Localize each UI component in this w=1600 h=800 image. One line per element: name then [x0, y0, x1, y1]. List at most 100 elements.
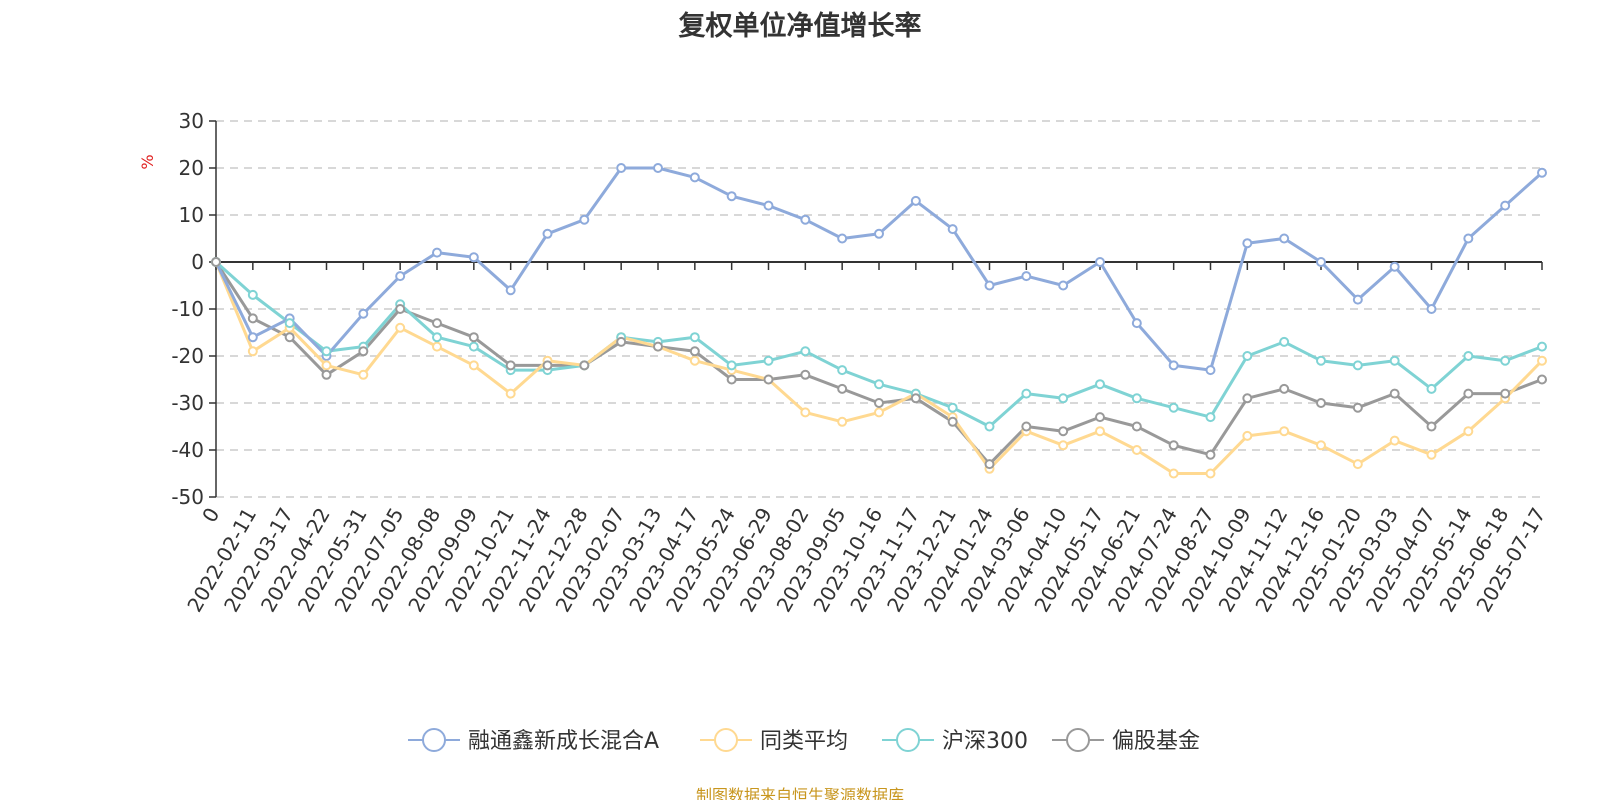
data-point: [837, 383, 848, 394]
data-point: [247, 313, 258, 324]
data-point: [1095, 257, 1105, 267]
data-point: [1279, 233, 1290, 244]
data-point: [1168, 360, 1179, 371]
data-point: [1205, 365, 1216, 376]
data-point: [1131, 393, 1142, 404]
data-point: [1537, 355, 1547, 366]
data-point: [1389, 388, 1400, 399]
data-point: [1279, 426, 1290, 437]
legend-item[interactable]: 融通鑫新成长混合A: [408, 728, 659, 754]
data-point: [1426, 421, 1437, 432]
data-point: [689, 355, 700, 366]
data-point: [1095, 412, 1105, 423]
data-point: [1389, 261, 1400, 272]
data-point: [505, 360, 516, 371]
data-point: [616, 336, 627, 347]
data-point: [1537, 341, 1547, 352]
data-point: [1242, 393, 1253, 404]
data-point: [1389, 355, 1400, 366]
data-point: [247, 332, 258, 343]
data-point: [653, 341, 663, 352]
data-point: [1205, 468, 1216, 479]
data-point: [874, 228, 884, 239]
y-tick-label: -30: [171, 391, 204, 415]
data-point: [432, 332, 442, 343]
source-note: 制图数据来自恒生聚源数据库: [695, 786, 904, 800]
data-point: [432, 318, 442, 329]
data-point: [947, 416, 958, 427]
data-point: [432, 247, 442, 258]
data-point: [1021, 421, 1032, 432]
data-point: [800, 346, 811, 357]
data-point: [284, 332, 295, 343]
data-point: [1168, 402, 1179, 413]
data-point: [468, 332, 479, 343]
data-point: [1058, 280, 1069, 291]
data-point: [1316, 398, 1326, 408]
data-point: [726, 374, 737, 385]
data-point: [358, 346, 369, 357]
legend-circle-icon: [1066, 728, 1090, 752]
data-point: [579, 214, 590, 225]
data-point: [1500, 200, 1511, 211]
y-tick-label: 20: [179, 156, 204, 180]
data-point: [1131, 421, 1142, 432]
data-point: [505, 285, 516, 296]
data-point: [800, 407, 811, 418]
y-tick-label: 10: [179, 203, 204, 227]
data-point: [1021, 388, 1032, 399]
data-point: [874, 379, 884, 390]
data-point: [505, 388, 516, 399]
data-point: [800, 369, 811, 380]
data-point: [1168, 468, 1179, 479]
legend-label: 沪深300: [942, 729, 1028, 754]
data-point: [1426, 449, 1437, 460]
legend-item[interactable]: 沪深300: [882, 728, 1028, 754]
data-point: [689, 172, 700, 183]
legend-item[interactable]: 同类平均: [700, 728, 848, 754]
data-point: [542, 360, 553, 371]
data-point: [468, 341, 479, 352]
data-point: [1316, 355, 1326, 366]
data-point: [1426, 304, 1437, 314]
data-point: [874, 398, 884, 408]
data-point: [874, 407, 884, 418]
data-point: [1205, 449, 1216, 460]
data-point: [1058, 440, 1069, 451]
data-point: [321, 346, 332, 357]
data-point: [910, 195, 921, 206]
y-tick-label: -40: [171, 438, 204, 462]
data-point: [1537, 167, 1547, 178]
data-point: [837, 365, 848, 376]
data-point: [284, 318, 295, 329]
data-point: [1316, 440, 1326, 451]
data-point: [1242, 351, 1253, 361]
data-point: [1537, 374, 1547, 385]
data-point: [542, 228, 553, 239]
data-point: [947, 224, 958, 235]
data-point: [1095, 379, 1105, 390]
data-point: [1205, 412, 1216, 423]
data-point: [616, 163, 627, 173]
data-point: [1352, 459, 1363, 470]
data-point: [1279, 383, 1290, 394]
data-point: [1500, 388, 1511, 399]
data-point: [984, 459, 995, 470]
data-point: [1463, 233, 1474, 244]
data-point: [1389, 435, 1400, 446]
data-point: [468, 252, 479, 263]
data-point: [653, 163, 663, 173]
data-point: [763, 355, 774, 366]
data-point: [1463, 388, 1474, 399]
data-point: [800, 214, 811, 225]
data-point: [726, 191, 737, 202]
data-point: [395, 304, 406, 314]
data-point: [1242, 238, 1253, 249]
data-point: [1352, 294, 1363, 305]
data-point: [395, 322, 406, 333]
data-point: [1463, 426, 1474, 437]
chart-title: 复权单位净值增长率: [678, 11, 922, 42]
legend-item[interactable]: 偏股基金: [1052, 728, 1200, 754]
data-point: [947, 402, 958, 413]
